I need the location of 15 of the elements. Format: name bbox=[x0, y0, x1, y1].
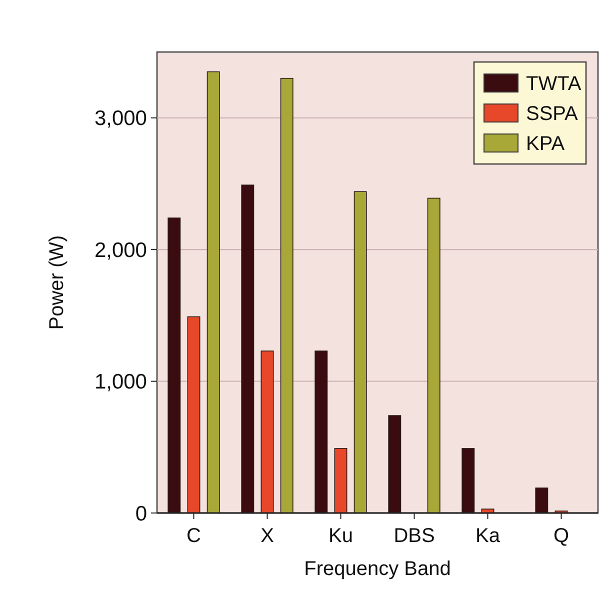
x-tick-label: Q bbox=[553, 525, 570, 547]
legend-label: SSPA bbox=[526, 103, 579, 125]
x-tick-label: DBS bbox=[394, 525, 435, 547]
y-tick-label: 0 bbox=[135, 502, 147, 526]
y-tick-label: 3,000 bbox=[94, 107, 147, 130]
y-tick-label: 1,000 bbox=[94, 370, 147, 394]
legend-label: KPA bbox=[526, 133, 566, 155]
y-axis-title: Power (W) bbox=[46, 235, 68, 330]
x-tick-label: Ka bbox=[476, 525, 501, 547]
legend-label: TWTA bbox=[526, 73, 582, 95]
x-axis-title: Frequency Band bbox=[304, 558, 451, 580]
x-tick-label: C bbox=[186, 525, 201, 547]
y-tick-label: 2,000 bbox=[94, 238, 147, 262]
x-tick-label: Ku bbox=[328, 525, 353, 547]
x-tick-label: X bbox=[260, 525, 274, 547]
